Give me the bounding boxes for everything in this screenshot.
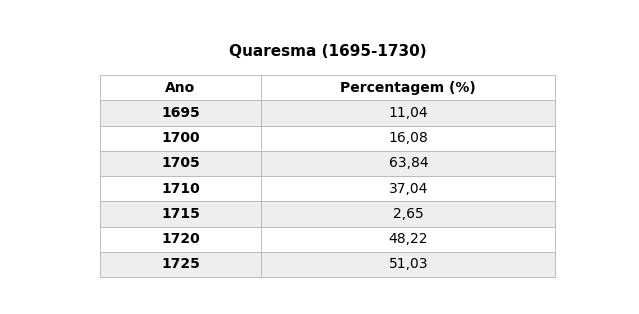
Bar	[100, 252, 261, 277]
Bar	[261, 100, 555, 126]
Text: 2,65: 2,65	[393, 207, 424, 221]
Text: Percentagem (%): Percentagem (%)	[341, 81, 476, 95]
Bar	[100, 100, 261, 126]
Text: 1705: 1705	[161, 156, 200, 171]
Bar	[261, 252, 555, 277]
Bar	[261, 151, 555, 176]
Text: 63,84: 63,84	[389, 156, 428, 171]
Bar	[100, 176, 261, 201]
Text: 1700: 1700	[161, 131, 200, 145]
Bar	[100, 151, 261, 176]
Text: 1695: 1695	[161, 106, 200, 120]
Bar	[100, 227, 261, 252]
Text: 1715: 1715	[161, 207, 200, 221]
Bar	[261, 75, 555, 100]
Text: 51,03: 51,03	[389, 257, 428, 271]
Bar	[261, 227, 555, 252]
Bar	[100, 201, 261, 227]
Text: Ano: Ano	[166, 81, 196, 95]
Bar	[261, 176, 555, 201]
Bar	[261, 126, 555, 151]
Bar	[100, 126, 261, 151]
Text: Quaresma (1695-1730): Quaresma (1695-1730)	[229, 44, 426, 59]
Text: 16,08: 16,08	[389, 131, 428, 145]
Text: 1720: 1720	[161, 232, 200, 246]
Bar	[261, 201, 555, 227]
Text: 48,22: 48,22	[389, 232, 428, 246]
Text: 1725: 1725	[161, 257, 200, 271]
Text: 1710: 1710	[161, 182, 200, 196]
Text: 37,04: 37,04	[389, 182, 428, 196]
Text: 11,04: 11,04	[389, 106, 428, 120]
Bar	[100, 75, 261, 100]
